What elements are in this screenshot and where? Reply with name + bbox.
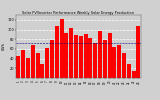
Bar bbox=[74, 35, 78, 78]
Bar bbox=[16, 56, 20, 78]
Bar bbox=[64, 33, 68, 78]
Bar bbox=[26, 58, 30, 78]
Bar bbox=[21, 50, 25, 78]
Bar bbox=[93, 43, 97, 78]
Bar bbox=[55, 26, 59, 78]
Title: Solar PV/Inverter Performance Weekly Solar Energy Production: Solar PV/Inverter Performance Weekly Sol… bbox=[22, 11, 134, 15]
Bar bbox=[122, 53, 126, 78]
Bar bbox=[31, 45, 35, 78]
Bar bbox=[79, 36, 83, 78]
Bar bbox=[50, 40, 54, 78]
Bar bbox=[112, 48, 116, 78]
Bar bbox=[136, 26, 140, 78]
Bar bbox=[69, 28, 73, 78]
Bar bbox=[40, 64, 44, 78]
Y-axis label: kWh: kWh bbox=[2, 43, 6, 50]
Bar bbox=[45, 48, 49, 78]
Bar bbox=[36, 53, 40, 78]
Bar bbox=[127, 64, 131, 78]
Bar bbox=[132, 71, 136, 78]
Bar bbox=[103, 40, 107, 78]
Bar bbox=[117, 45, 121, 78]
Bar bbox=[98, 30, 102, 78]
Bar bbox=[88, 38, 92, 78]
Bar bbox=[60, 19, 64, 78]
Bar bbox=[108, 33, 112, 78]
Bar bbox=[84, 34, 88, 78]
